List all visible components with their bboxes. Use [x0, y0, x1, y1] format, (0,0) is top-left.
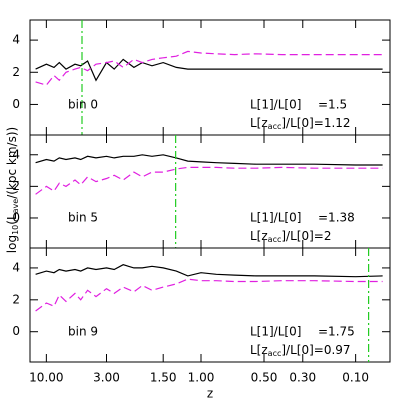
- series-line: [35, 154, 383, 166]
- bin-label: bin 9: [68, 325, 98, 339]
- acc-ratio: L[zacc]/L[0]=2: [250, 229, 331, 244]
- y-tick-label: 4: [12, 33, 20, 47]
- x-tick-label: 0.10: [342, 371, 369, 385]
- series-line: [35, 166, 383, 195]
- ratio-value: =1.5: [318, 98, 347, 112]
- y-tick-label: 2: [12, 292, 20, 306]
- y-axis-label: log10(Lave/(kpc km/s)): [5, 127, 20, 253]
- acc-ratio: L[zacc]/L[0]=0.97: [250, 343, 351, 358]
- ratio-label: L[1]/L[0]: [250, 98, 301, 112]
- series-line: [35, 278, 383, 312]
- acc-suffix: ]/L[0]=0.97: [281, 343, 350, 357]
- series-line: [35, 264, 383, 278]
- ratio-value: =1.38: [318, 211, 355, 225]
- y-tick-label: 0: [12, 210, 20, 224]
- y-tick-label: 2: [12, 65, 20, 79]
- acc-ratio: L[zacc]/L[0]=1.12: [250, 116, 351, 131]
- x-tick-label: 1.00: [188, 371, 215, 385]
- acc-sub: acc: [268, 349, 282, 358]
- ratio-label: L[1]/L[0]: [250, 211, 301, 225]
- bin-label: bin 5: [68, 211, 98, 225]
- y-tick-label: 0: [12, 324, 20, 338]
- y-tick-label: 2: [12, 179, 20, 193]
- y-label-sub: ave: [11, 199, 20, 214]
- y-tick-label: 4: [12, 260, 20, 274]
- acc-prefix: L[z: [250, 116, 268, 130]
- series-line: [35, 50, 383, 86]
- acc-prefix: L[z: [250, 229, 268, 243]
- y-label-part: (L: [5, 213, 19, 225]
- x-tick-label: 10.00: [29, 371, 63, 385]
- x-tick-label: 0.30: [289, 371, 316, 385]
- acc-sub: acc: [268, 122, 282, 131]
- y-label-part: /(kpc km/s)): [5, 127, 19, 199]
- series-line: [35, 58, 383, 82]
- x-tick-label: 0.50: [251, 371, 278, 385]
- panel-frame: [29, 134, 391, 249]
- panel-frame: [29, 247, 391, 363]
- y-label-sub: 10: [11, 225, 20, 235]
- ratio-label: L[1]/L[0]: [250, 325, 301, 339]
- x-tick-label: 3.00: [93, 371, 120, 385]
- acc-prefix: L[z: [250, 343, 268, 357]
- bin-label: bin 0: [68, 98, 98, 112]
- y-tick-label: 0: [12, 97, 20, 111]
- y-label-part: log: [5, 235, 19, 253]
- x-tick-label: 1.50: [150, 371, 177, 385]
- y-tick-label: 4: [12, 147, 20, 161]
- acc-sub: acc: [268, 235, 282, 244]
- ratio-value: =1.75: [318, 325, 355, 339]
- x-axis-label: z: [207, 387, 213, 401]
- acc-suffix: ]/L[0]=1.12: [281, 116, 350, 130]
- acc-suffix: ]/L[0]=2: [281, 229, 331, 243]
